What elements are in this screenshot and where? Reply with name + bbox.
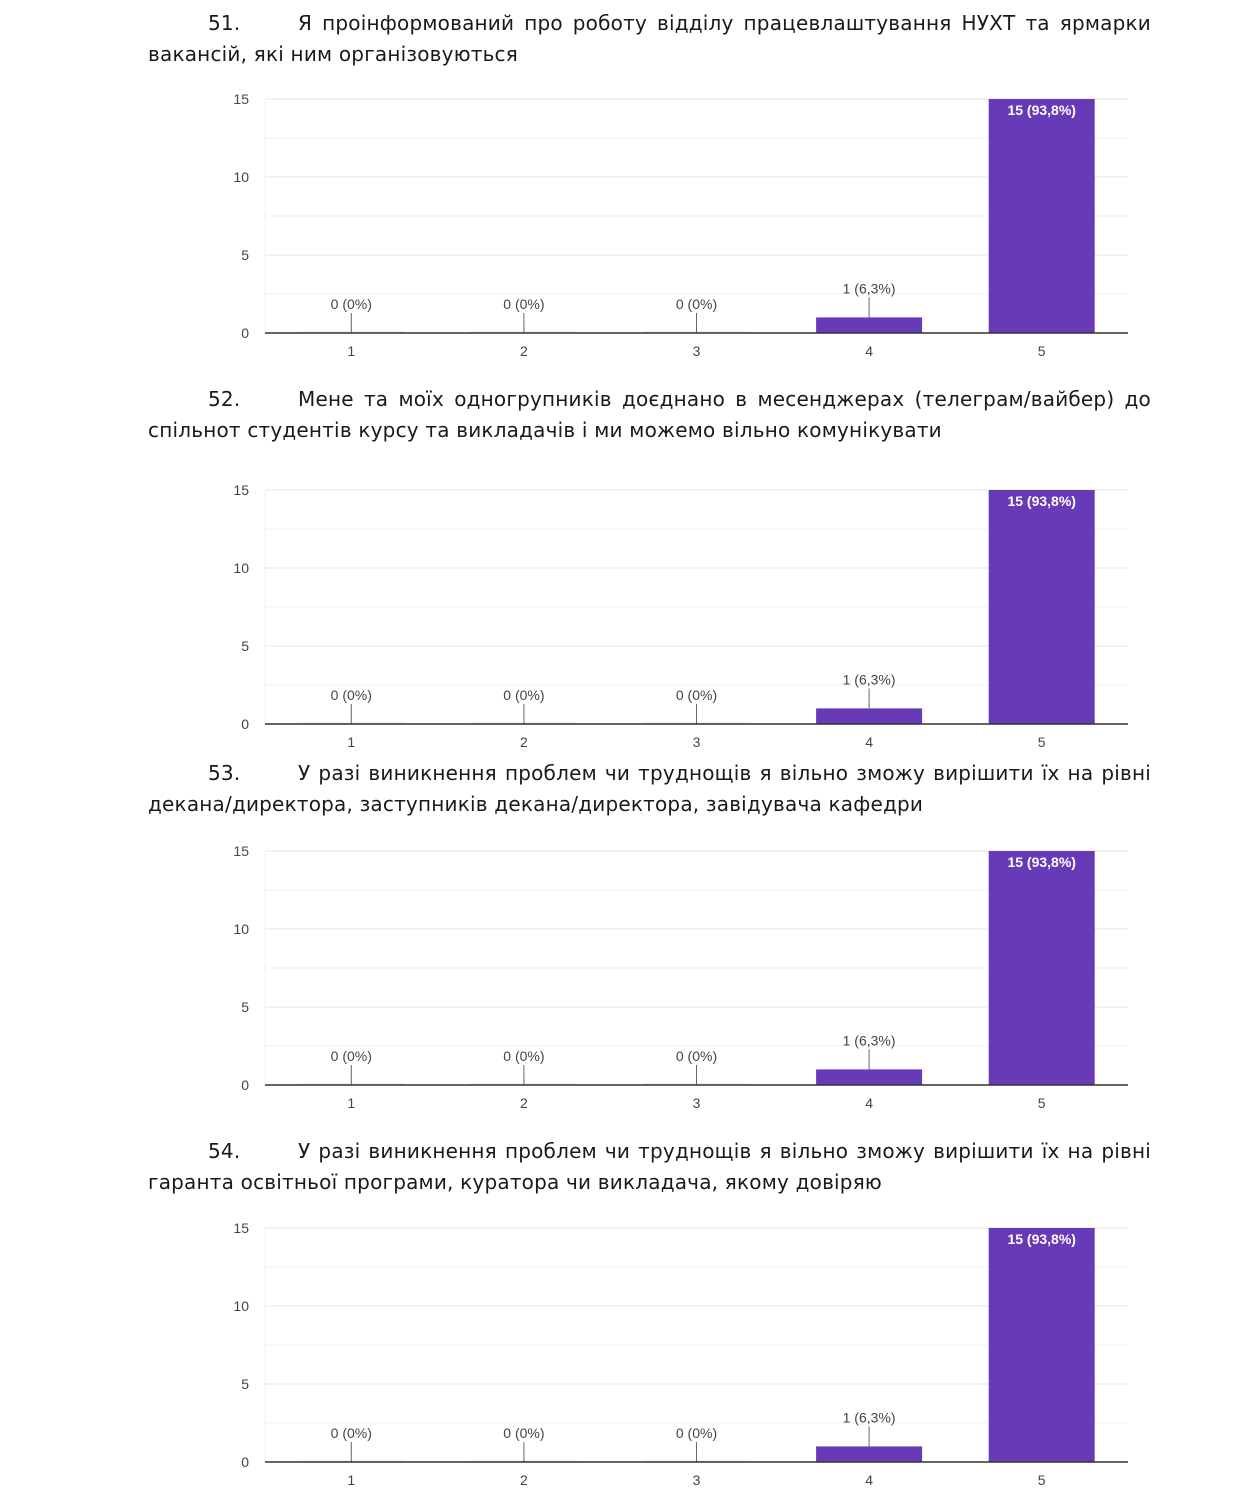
y-tick-label: 5 — [241, 638, 249, 654]
x-tick-label: 2 — [520, 734, 528, 750]
question-53: 53. У разі виникнення проблем чи труднощі… — [148, 758, 1151, 820]
chart-53: 0 5 10 15 0 (0%) 1 0 (0%) 2 0 (0%) 3 1 (6,3%) 4 15 (… — [0, 837, 1241, 1122]
question-text: У разі виникнення проблем чи труднощів я… — [148, 1139, 1151, 1194]
x-tick-label: 5 — [1038, 1095, 1046, 1111]
data-label: 15 (93,8%) — [1007, 854, 1075, 870]
x-tick-label: 4 — [865, 343, 873, 359]
data-label: 1 (6,3%) — [843, 1409, 896, 1425]
y-tick-label: 5 — [241, 247, 249, 263]
x-tick-label: 5 — [1038, 343, 1046, 359]
x-tick-label: 2 — [520, 343, 528, 359]
data-label: 0 (0%) — [331, 1425, 372, 1441]
question-51: 51. Я проінформований про роботу відділу … — [148, 8, 1151, 70]
x-tick-label: 5 — [1038, 1472, 1046, 1488]
x-tick-label: 3 — [693, 343, 701, 359]
x-tick-label: 1 — [347, 1095, 355, 1111]
data-label: 0 (0%) — [676, 687, 717, 703]
data-label: 15 (93,8%) — [1007, 102, 1075, 118]
bar-chart: 0 5 10 15 0 (0%) 1 0 (0%) 2 0 (0%) 3 1 (6,3%) 4 15 (… — [233, 91, 1128, 359]
data-label: 1 (6,3%) — [843, 280, 896, 296]
x-tick-label: 1 — [347, 1472, 355, 1488]
x-tick-label: 3 — [693, 734, 701, 750]
x-tick-label: 4 — [865, 734, 873, 750]
y-tick-label: 5 — [241, 999, 249, 1015]
data-label: 0 (0%) — [503, 1048, 544, 1064]
y-tick-label: 15 — [233, 91, 249, 107]
y-tick-label: 10 — [233, 1298, 249, 1314]
data-label: 1 (6,3%) — [843, 671, 896, 687]
bar — [816, 1446, 923, 1462]
bar-chart: 0 5 10 15 0 (0%) 1 0 (0%) 2 0 (0%) 3 1 (6,3%) 4 15 (… — [233, 482, 1128, 750]
data-label: 15 (93,8%) — [1007, 1231, 1075, 1247]
data-label: 0 (0%) — [503, 687, 544, 703]
x-tick-label: 5 — [1038, 734, 1046, 750]
question-number: 51. — [208, 11, 241, 35]
data-label: 0 (0%) — [676, 296, 717, 312]
question-text: У разі виникнення проблем чи труднощів я… — [148, 761, 1151, 816]
data-label: 0 (0%) — [331, 296, 372, 312]
bar — [988, 99, 1095, 333]
y-tick-label: 0 — [241, 1454, 249, 1470]
y-tick-label: 0 — [241, 325, 249, 341]
question-54: 54. У разі виникнення проблем чи труднощі… — [148, 1136, 1151, 1198]
bar — [988, 490, 1095, 724]
bar — [816, 317, 923, 333]
x-tick-label: 2 — [520, 1095, 528, 1111]
chart-51: 0 5 10 15 0 (0%) 1 0 (0%) 2 0 (0%) 3 1 (6,3%) 4 15 (… — [0, 85, 1241, 370]
y-tick-label: 15 — [233, 482, 249, 498]
chart-54: 0 5 10 15 0 (0%) 1 0 (0%) 2 0 (0%) 3 1 (6,3%) 4 15 (… — [0, 1214, 1241, 1499]
data-label: 0 (0%) — [503, 296, 544, 312]
x-tick-label: 3 — [693, 1472, 701, 1488]
question-text: Мене та моїх одногрупників доєднано в ме… — [148, 387, 1151, 442]
question-number: 54. — [208, 1139, 241, 1163]
question-52: 52. Мене та моїх одногрупників доєднано в… — [148, 384, 1151, 446]
chart-52: 0 5 10 15 0 (0%) 1 0 (0%) 2 0 (0%) 3 1 (6,3%) 4 15 (… — [0, 476, 1241, 761]
x-tick-label: 4 — [865, 1472, 873, 1488]
y-tick-label: 15 — [233, 843, 249, 859]
x-tick-label: 4 — [865, 1095, 873, 1111]
x-tick-label: 2 — [520, 1472, 528, 1488]
bar — [816, 708, 923, 724]
bar — [988, 851, 1095, 1085]
question-number: 52. — [208, 387, 241, 411]
x-tick-label: 1 — [347, 343, 355, 359]
bar-chart: 0 5 10 15 0 (0%) 1 0 (0%) 2 0 (0%) 3 1 (6,3%) 4 15 (… — [233, 1220, 1128, 1488]
x-tick-label: 1 — [347, 734, 355, 750]
bar — [988, 1228, 1095, 1462]
x-tick-label: 3 — [693, 1095, 701, 1111]
data-label: 15 (93,8%) — [1007, 493, 1075, 509]
y-tick-label: 5 — [241, 1376, 249, 1392]
data-label: 1 (6,3%) — [843, 1032, 896, 1048]
question-number: 53. — [208, 761, 241, 785]
y-tick-label: 10 — [233, 169, 249, 185]
question-text: Я проінформований про роботу відділу пра… — [148, 11, 1151, 66]
data-label: 0 (0%) — [331, 687, 372, 703]
bar — [816, 1069, 923, 1085]
data-label: 0 (0%) — [331, 1048, 372, 1064]
data-label: 0 (0%) — [676, 1048, 717, 1064]
y-tick-label: 10 — [233, 921, 249, 937]
data-label: 0 (0%) — [676, 1425, 717, 1441]
y-tick-label: 15 — [233, 1220, 249, 1236]
y-tick-label: 10 — [233, 560, 249, 576]
data-label: 0 (0%) — [503, 1425, 544, 1441]
y-tick-label: 0 — [241, 716, 249, 732]
bar-chart: 0 5 10 15 0 (0%) 1 0 (0%) 2 0 (0%) 3 1 (6,3%) 4 15 (… — [233, 843, 1128, 1111]
y-tick-label: 0 — [241, 1077, 249, 1093]
